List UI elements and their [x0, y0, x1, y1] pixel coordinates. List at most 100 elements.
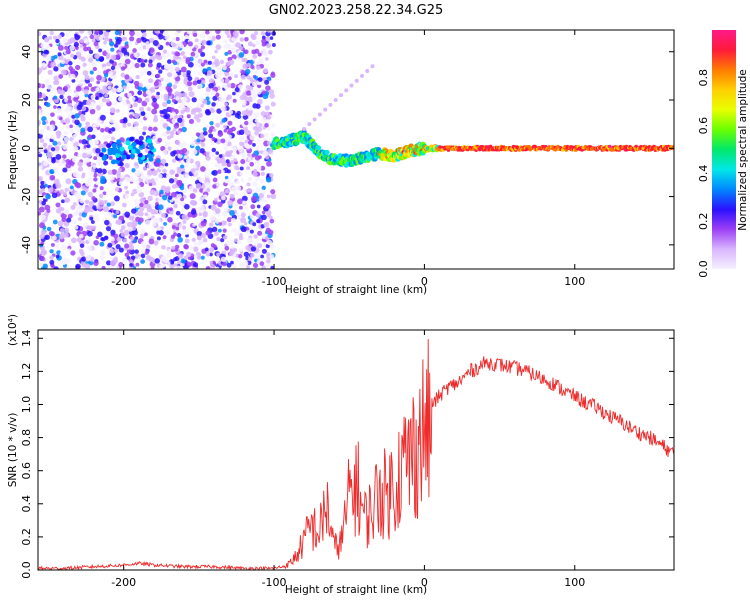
- noise-dot: [93, 177, 98, 182]
- noise-dot: [109, 260, 116, 267]
- noise-dot: [124, 194, 130, 199]
- noise-dot: [208, 82, 214, 89]
- noise-dot: [196, 79, 202, 85]
- noise-dot: [92, 123, 97, 128]
- noise-dot: [236, 239, 242, 245]
- noise-dot: [156, 91, 160, 96]
- noise-dot: [69, 124, 73, 129]
- noise-dot: [53, 35, 58, 40]
- x-tick-label: 100: [564, 576, 585, 589]
- noise-dot: [122, 85, 127, 90]
- noise-dot: [115, 170, 121, 176]
- noise-dot: [51, 157, 56, 162]
- noise-dot: [150, 266, 155, 269]
- noise-dot: [192, 188, 198, 193]
- noise-dot: [269, 36, 274, 40]
- noise-dot: [208, 222, 214, 227]
- noise-dot: [250, 64, 255, 70]
- signal-dot: [115, 148, 121, 154]
- noise-dot: [120, 174, 125, 179]
- noise-dot: [98, 199, 105, 206]
- noise-dot: [224, 189, 229, 194]
- noise-dot: [261, 210, 266, 215]
- noise-dot: [189, 199, 195, 206]
- noise-dot: [93, 216, 99, 222]
- noise-dot: [264, 123, 269, 128]
- noise-dot: [81, 152, 88, 159]
- noise-dot: [61, 199, 65, 204]
- noise-dot: [85, 180, 92, 187]
- noise-dot: [209, 215, 216, 222]
- noise-dot: [193, 241, 198, 246]
- noise-dot: [60, 212, 67, 219]
- noise-dot: [96, 70, 102, 75]
- noise-dot: [270, 189, 276, 195]
- noise-dot: [259, 261, 265, 267]
- noise-dot: [149, 189, 156, 196]
- noise-dot: [152, 221, 157, 227]
- noise-dot: [50, 86, 55, 92]
- noise-dot: [75, 85, 82, 92]
- noise-dot: [229, 181, 235, 187]
- noise-dot: [254, 70, 259, 75]
- noise-dot: [216, 252, 221, 257]
- noise-dot: [227, 200, 234, 206]
- noise-dot: [50, 147, 56, 152]
- noise-dot: [245, 230, 251, 236]
- noise-dot: [237, 198, 244, 205]
- noise-dot: [252, 143, 256, 147]
- noise-dot: [240, 74, 246, 80]
- noise-dot: [60, 244, 67, 250]
- signal-dot: [129, 136, 135, 142]
- noise-dot: [168, 195, 173, 200]
- noise-dot: [208, 78, 215, 84]
- noise-dot: [182, 225, 187, 230]
- noise-dot: [108, 41, 115, 47]
- noise-dot: [269, 218, 275, 224]
- noise-dot: [205, 30, 210, 35]
- noise-dot: [38, 82, 42, 89]
- noise-dot: [230, 260, 234, 265]
- noise-dot: [74, 126, 81, 132]
- noise-dot: [251, 153, 256, 158]
- noise-dot: [53, 95, 58, 100]
- noise-dot: [38, 176, 43, 182]
- noise-dot: [139, 202, 144, 208]
- noise-dot: [46, 54, 52, 61]
- noise-dot: [102, 191, 107, 196]
- noise-dot: [171, 98, 176, 103]
- noise-dot: [162, 101, 168, 108]
- noise-dot: [154, 30, 161, 34]
- noise-dot: [207, 34, 213, 41]
- noise-dot: [103, 73, 109, 78]
- noise-dot: [116, 236, 122, 242]
- noise-dot: [38, 162, 42, 167]
- noise-dot: [113, 214, 118, 219]
- noise-dot: [167, 146, 172, 151]
- noise-dot: [64, 187, 69, 192]
- noise-dot: [222, 65, 227, 71]
- noise-dot: [121, 202, 127, 208]
- noise-dot: [243, 260, 249, 266]
- noise-dot: [247, 188, 252, 193]
- noise-dot: [40, 43, 45, 48]
- noise-dot: [197, 58, 203, 64]
- noise-dot: [212, 244, 217, 249]
- noise-dot: [205, 230, 211, 236]
- noise-dot: [129, 30, 135, 37]
- noise-dot: [38, 239, 41, 245]
- noise-dot: [69, 45, 75, 51]
- noise-dot: [77, 166, 84, 172]
- noise-dot: [268, 89, 275, 95]
- noise-dot: [212, 128, 217, 133]
- noise-dot: [360, 73, 365, 78]
- noise-dot: [183, 264, 189, 269]
- noise-dot: [152, 135, 158, 142]
- noise-dot: [187, 86, 193, 92]
- noise-dot: [159, 165, 165, 171]
- spectrogram-xlabel: Height of straight line (km): [285, 284, 427, 296]
- noise-dot: [65, 49, 71, 55]
- noise-dot: [125, 190, 130, 195]
- noise-dot: [58, 74, 64, 79]
- noise-dot: [111, 87, 117, 93]
